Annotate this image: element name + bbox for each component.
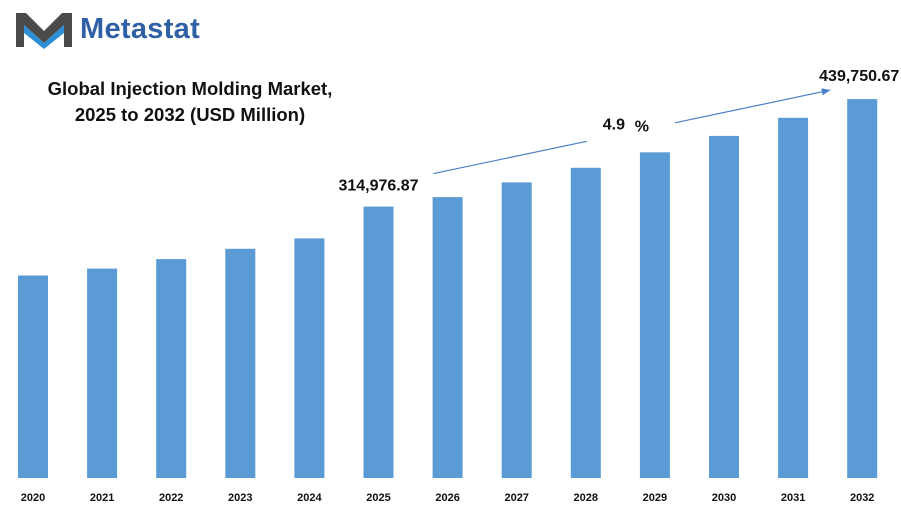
data-label-2025: 314,976.87 [338, 178, 418, 195]
x-tick-label-2028: 2028 [574, 492, 598, 504]
bar-2030 [709, 135, 739, 478]
x-tick-label-2024: 2024 [297, 492, 322, 504]
bar-2020 [18, 275, 48, 478]
bar-2031 [778, 117, 809, 479]
cagr-arrow-line-start [433, 140, 587, 175]
bar-2032 [847, 99, 878, 478]
bar-2028 [570, 167, 601, 479]
metastat-logo-icon [16, 13, 72, 49]
cagr-arrow-line-end [674, 88, 831, 124]
bar-2026 [432, 197, 463, 478]
x-tick-label-2027: 2027 [504, 492, 528, 504]
x-tick-label-2022: 2022 [159, 492, 183, 504]
brand-name: Metastat [80, 12, 201, 45]
bar-2023 [225, 248, 256, 478]
x-tick-label-2026: 2026 [435, 492, 459, 504]
x-tick-label-2032: 2032 [850, 492, 874, 504]
x-tick-label-2021: 2021 [90, 492, 114, 504]
x-tick-label-2020: 2020 [21, 492, 45, 504]
chart-title-line-1: Global Injection Molding Market, [47, 78, 333, 99]
bar-2021 [87, 268, 118, 478]
x-tick-label-2023: 2023 [228, 492, 252, 504]
x-tick-label-2025: 2025 [366, 492, 390, 504]
data-label-2032: 439,750.67 [819, 68, 899, 85]
cagr-unit: % [635, 119, 649, 136]
x-tick-label-2029: 2029 [643, 492, 667, 504]
chart-title: Global Injection Molding Market, 2025 to… [10, 76, 370, 128]
bar-2027 [501, 182, 532, 478]
cagr-value: 4.9 [603, 117, 625, 134]
bar-2024 [294, 238, 325, 478]
bar-2025 [363, 206, 394, 478]
bar-2029 [639, 152, 670, 479]
bar-2022 [156, 259, 187, 478]
x-tick-label-2031: 2031 [781, 492, 805, 504]
x-tick-label-2030: 2030 [712, 492, 736, 504]
chart-title-line-2: 2025 to 2032 (USD Million) [74, 104, 306, 125]
brand-logo: Metastat [14, 8, 200, 50]
